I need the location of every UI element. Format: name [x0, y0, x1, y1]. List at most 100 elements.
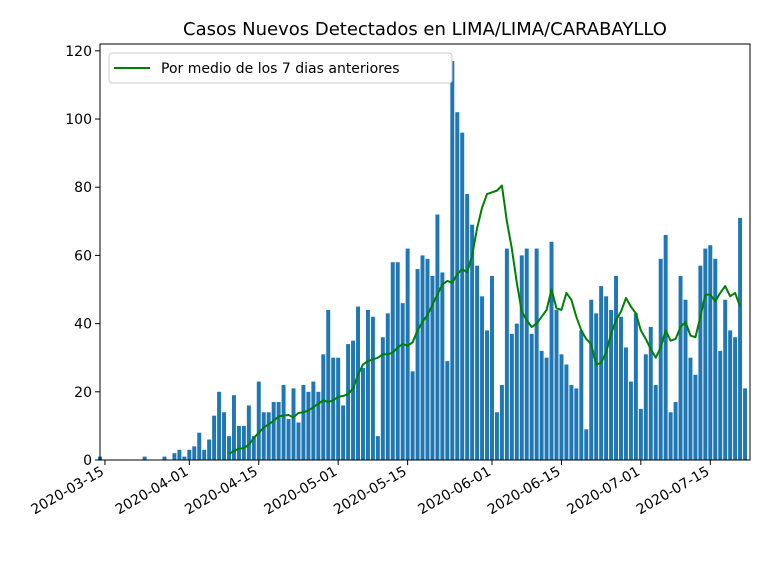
bar: [331, 357, 336, 460]
bar: [246, 405, 251, 460]
bar: [351, 340, 356, 460]
bar: [738, 217, 743, 460]
bar: [648, 327, 653, 460]
bar: [276, 402, 281, 460]
bar: [291, 388, 296, 460]
bar: [370, 316, 375, 460]
bar: [623, 347, 628, 460]
bar: [499, 384, 504, 460]
bar: [604, 296, 609, 460]
bar: [202, 449, 207, 460]
bar: [450, 61, 455, 461]
moving-average-line: [228, 184, 742, 455]
bar: [584, 429, 589, 460]
bar: [713, 258, 718, 460]
bar: [519, 255, 524, 460]
bar: [723, 299, 728, 460]
bar: [256, 381, 261, 460]
bar: [405, 248, 410, 460]
bar-series: [98, 61, 748, 461]
bar: [599, 286, 604, 460]
bar: [430, 275, 435, 460]
bar: [261, 412, 266, 460]
bar: [470, 224, 475, 460]
bar: [559, 354, 564, 460]
bar: [465, 194, 470, 460]
bar: [569, 384, 574, 460]
bar: [217, 391, 222, 460]
bar: [733, 337, 738, 460]
bar: [380, 337, 385, 460]
bar: [460, 132, 465, 460]
bar: [222, 412, 227, 460]
bar: [435, 214, 440, 460]
bar: [227, 436, 231, 460]
bar: [544, 357, 549, 460]
bar: [356, 306, 360, 460]
bar: [425, 258, 430, 460]
bar: [549, 241, 554, 460]
bar: [574, 388, 579, 460]
bar: [663, 234, 668, 460]
bar: [693, 374, 698, 460]
bar: [703, 248, 708, 460]
bar: [554, 309, 559, 460]
bar: [311, 381, 316, 460]
bar: [182, 456, 187, 460]
bar: [480, 296, 485, 460]
bar: [212, 415, 217, 460]
bar: [589, 299, 594, 460]
bar: [490, 275, 494, 460]
bar: [241, 425, 246, 460]
bar: [524, 248, 529, 460]
bar: [668, 412, 673, 460]
legend: Por medio de los 7 dias anteriores: [108, 52, 453, 84]
bar: [643, 354, 648, 460]
bar: [296, 422, 301, 460]
y-tick-label: 0: [83, 453, 92, 469]
bar: [395, 262, 400, 460]
bar: [539, 350, 544, 460]
bar: [718, 350, 723, 460]
bar: [162, 456, 167, 460]
bar: [440, 272, 445, 460]
y-axis: 0 20 40 60 80 100 120: [65, 44, 100, 469]
y-tick-label: 60: [74, 248, 92, 264]
bar: [504, 248, 509, 460]
bar: [653, 384, 658, 460]
bar: [301, 384, 306, 460]
bar: [231, 395, 236, 460]
bar: [326, 309, 331, 460]
bar: [346, 344, 351, 460]
bar: [400, 303, 405, 460]
bar: [390, 262, 395, 460]
bar: [306, 391, 311, 460]
bar: [609, 309, 614, 460]
bar: [529, 333, 534, 460]
bar: [534, 248, 539, 460]
bar: [197, 432, 202, 460]
bar: [316, 391, 321, 460]
bar: [271, 402, 276, 460]
bar: [494, 412, 499, 460]
bar: [385, 313, 390, 460]
bar: [564, 364, 569, 460]
bar: [207, 439, 212, 460]
bar: [281, 384, 286, 460]
bar: [514, 323, 519, 460]
bar: [266, 412, 271, 460]
bar: [673, 402, 678, 460]
line-series: [228, 184, 742, 455]
chart-title: Casos Nuevos Detectados en LIMA/LIMA/CAR…: [183, 19, 667, 40]
bar: [142, 456, 147, 460]
bar: [375, 436, 380, 460]
y-tick-label: 120: [65, 44, 92, 60]
plot-frame: [99, 43, 751, 461]
bar: [475, 265, 480, 460]
bar: [192, 446, 197, 460]
bar: [633, 313, 638, 460]
bar: [415, 269, 420, 460]
bar: [688, 357, 693, 460]
bar: [628, 381, 633, 460]
